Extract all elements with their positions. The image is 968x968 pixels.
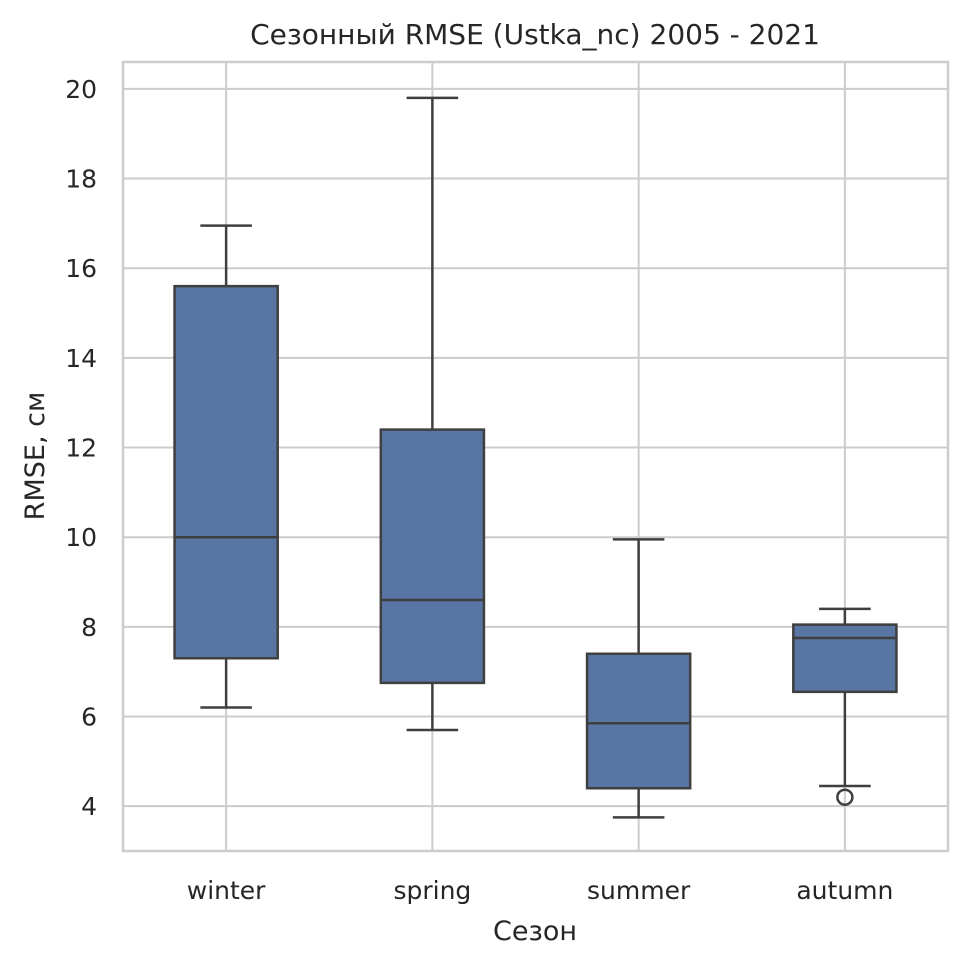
- y-tick-label: 12: [65, 434, 97, 463]
- x-tick-labels: winter spring summer autumn: [187, 876, 894, 905]
- x-tick-label: autumn: [796, 876, 893, 905]
- y-tick-label: 20: [65, 75, 97, 104]
- x-tick-label: spring: [393, 876, 471, 905]
- y-tick-label: 10: [65, 523, 97, 552]
- iqr-box: [585, 652, 692, 790]
- y-tick-labels: 4 6 8 10 12 14 16 18 20: [65, 75, 97, 821]
- iqr-box: [792, 623, 898, 694]
- y-tick-label: 18: [65, 165, 97, 194]
- box-winter: [173, 224, 279, 709]
- plot-frame: [121, 60, 950, 853]
- box-autumn: [792, 607, 898, 806]
- x-tick-label: summer: [587, 876, 691, 905]
- y-tick-label: 16: [65, 254, 97, 283]
- chart-title: Сезонный RMSE (Ustka_nc) 2005 - 2021: [250, 18, 820, 51]
- iqr-box: [379, 428, 486, 685]
- x-tick-label: winter: [187, 876, 266, 905]
- box-summer: [585, 538, 692, 819]
- y-tick-label: 14: [65, 344, 97, 373]
- box-spring: [379, 96, 486, 732]
- x-axis-label: Сезон: [493, 916, 577, 947]
- boxes: [173, 96, 898, 819]
- y-tick-label: 4: [81, 792, 97, 821]
- y-tick-label: 6: [81, 703, 97, 732]
- iqr-box: [173, 284, 279, 660]
- y-tick-label: 8: [81, 613, 97, 642]
- y-axis-label: RMSE, см: [20, 392, 51, 521]
- outlier-point: [836, 788, 854, 806]
